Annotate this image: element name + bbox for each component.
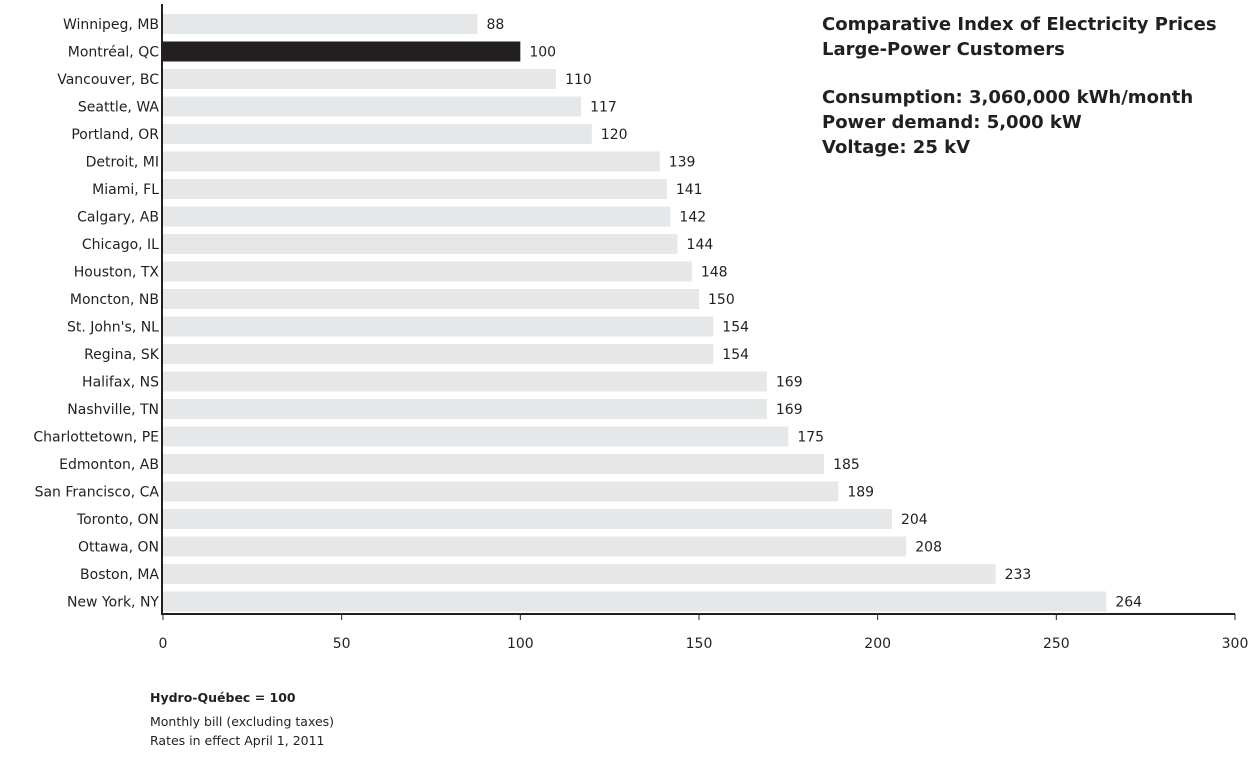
bar (163, 371, 767, 392)
category-label: Boston, MA (80, 567, 159, 583)
data-label: 169 (776, 402, 803, 418)
data-label: 264 (1115, 595, 1142, 611)
reference-note: Hydro-Québec = 100 (150, 690, 296, 705)
data-label: 208 (915, 540, 942, 556)
spec-power-demand: Power demand: 5,000 kW (822, 112, 1082, 133)
bar (163, 234, 678, 254)
category-label: Toronto, ON (76, 512, 159, 528)
bar (163, 151, 660, 172)
data-label: 154 (722, 320, 749, 336)
bar (163, 96, 582, 117)
x-tick-label: 0 (159, 636, 168, 652)
category-label: Charlottetown, PE (33, 430, 159, 446)
note-monthly-bill: Monthly bill (excluding taxes) (150, 714, 335, 729)
bar (163, 509, 892, 529)
bar (163, 14, 478, 34)
data-label: 154 (722, 347, 749, 363)
bar (163, 41, 521, 62)
category-label: Halifax, NS (82, 375, 159, 391)
chart-subtitle: Large-Power Customers (822, 39, 1065, 60)
data-label: 141 (676, 182, 703, 198)
bar (163, 289, 699, 309)
bar (163, 316, 714, 337)
bar (163, 454, 825, 474)
data-label: 110 (565, 72, 592, 88)
category-label: Nashville, TN (67, 402, 159, 418)
chart-title: Comparative Index of Electricity Prices (822, 14, 1217, 35)
category-label: Houston, TX (74, 265, 160, 281)
data-label: 139 (669, 155, 696, 171)
category-label: Portland, OR (71, 127, 159, 143)
category-label: Chicago, IL (82, 237, 159, 253)
data-label: 148 (701, 265, 728, 281)
category-label: Winnipeg, MB (63, 17, 159, 33)
category-label: New York, NY (67, 595, 159, 611)
note-rates-date: Rates in effect April 1, 2011 (150, 733, 325, 748)
bar (163, 536, 907, 557)
bar (163, 206, 671, 227)
bar (163, 399, 767, 419)
category-label: Montréal, QC (68, 45, 159, 61)
data-label: 185 (833, 457, 860, 473)
data-label: 169 (776, 375, 803, 391)
x-tick-label: 200 (864, 636, 891, 652)
bar (163, 591, 1107, 612)
data-label: 204 (901, 512, 928, 528)
category-label: Ottawa, ON (78, 540, 159, 556)
category-label: Miami, FL (92, 182, 159, 198)
data-label: 144 (687, 237, 714, 253)
category-label: Vancouver, BC (57, 72, 159, 88)
data-label: 233 (1005, 567, 1032, 583)
category-label: Edmonton, AB (59, 457, 159, 473)
bar (163, 481, 839, 502)
category-label: Moncton, NB (70, 292, 159, 308)
category-label: Calgary, AB (77, 210, 159, 226)
bar-chart: Winnipeg, MB 88 Montréal, QC 100 Vancouver, … (33, 4, 1249, 652)
data-label: 100 (529, 45, 556, 61)
data-label: 189 (847, 485, 874, 501)
bar (163, 564, 996, 584)
chart-title-block: Comparative Index of Electricity Prices … (822, 12, 1217, 160)
x-tick-label: 50 (333, 636, 351, 652)
bar (163, 69, 557, 89)
category-label: Detroit, MI (86, 155, 159, 171)
bar (163, 124, 592, 144)
spec-consumption: Consumption: 3,060,000 kWh/month (822, 87, 1194, 108)
data-label: 142 (679, 210, 706, 226)
x-tick-label: 100 (507, 636, 534, 652)
category-label: Regina, SK (84, 347, 160, 363)
data-label: 88 (486, 17, 504, 33)
bar (163, 344, 714, 364)
bar (163, 426, 789, 447)
data-label: 150 (708, 292, 735, 308)
bar (163, 179, 667, 199)
category-label: Seattle, WA (78, 100, 160, 116)
bar (163, 261, 692, 282)
category-label: St. John's, NL (67, 320, 159, 336)
data-label: 117 (590, 100, 617, 116)
x-tick-label: 250 (1043, 636, 1070, 652)
x-tick-label: 150 (686, 636, 713, 652)
chart-notes: Hydro-Québec = 100 Monthly bill (excludi… (150, 688, 334, 750)
data-label: 175 (797, 430, 824, 446)
x-tick-label: 300 (1222, 636, 1249, 652)
data-label: 120 (601, 127, 628, 143)
category-label: San Francisco, CA (35, 485, 160, 501)
spec-voltage: Voltage: 25 kV (822, 137, 971, 158)
